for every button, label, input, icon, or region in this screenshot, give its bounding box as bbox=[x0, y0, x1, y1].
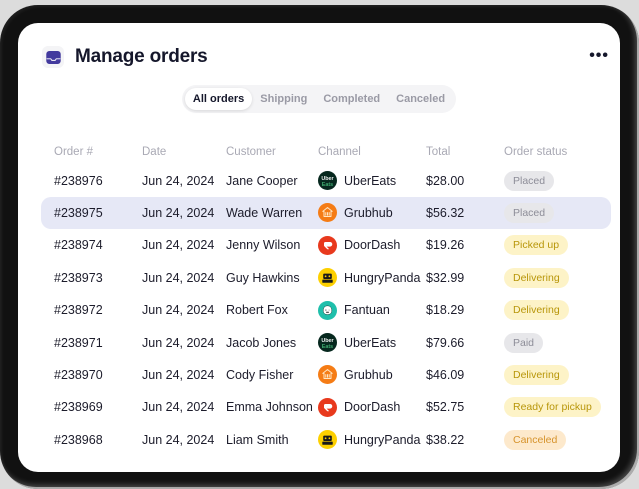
svg-text:Eats: Eats bbox=[322, 182, 333, 188]
svg-text:Eats: Eats bbox=[322, 344, 333, 350]
